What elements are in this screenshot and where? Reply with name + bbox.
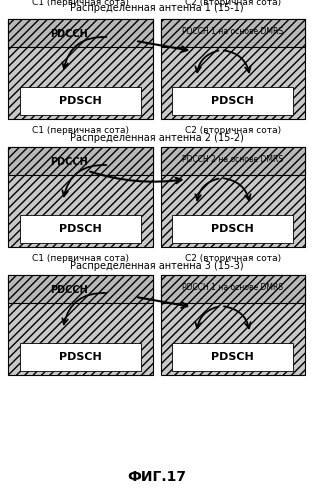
- Bar: [161, 275, 305, 375]
- Text: С2 (вторичная сота): С2 (вторичная сота): [185, 126, 281, 135]
- Bar: [172, 215, 294, 243]
- Bar: [172, 87, 294, 115]
- Text: PDSCH: PDSCH: [59, 96, 102, 106]
- Text: ФИГ.17: ФИГ.17: [127, 470, 186, 484]
- Bar: [19, 215, 141, 243]
- Text: С2 (вторичная сота): С2 (вторичная сота): [185, 0, 281, 7]
- Text: Распределенная антенна 2 (15-2): Распределенная антенна 2 (15-2): [69, 133, 244, 143]
- Bar: [161, 147, 305, 247]
- Bar: [8, 147, 152, 175]
- Text: PDSCH: PDSCH: [59, 352, 102, 362]
- Text: PDSCH: PDSCH: [211, 224, 254, 234]
- Bar: [19, 87, 141, 115]
- Text: С1 (первичная сота): С1 (первичная сота): [32, 0, 129, 7]
- Text: PDSCH: PDSCH: [211, 352, 254, 362]
- Text: PDCCH 1 на основе DMRS: PDCCH 1 на основе DMRS: [182, 27, 283, 36]
- Text: PDSCH: PDSCH: [211, 96, 254, 106]
- Text: PDCCH: PDCCH: [50, 284, 88, 294]
- Text: PDCCH 1 на основе DMRS: PDCCH 1 на основе DMRS: [182, 283, 283, 292]
- Text: Распределенная антенна 3 (15-3): Распределенная антенна 3 (15-3): [70, 261, 243, 271]
- Bar: [8, 19, 152, 119]
- Bar: [161, 19, 305, 47]
- Bar: [8, 19, 152, 47]
- Text: Распределенная антенна 1 (15-1): Распределенная антенна 1 (15-1): [70, 3, 243, 13]
- Bar: [172, 343, 294, 371]
- Bar: [8, 275, 152, 375]
- Text: С1 (первичная сота): С1 (первичная сота): [32, 126, 129, 135]
- Text: PDCCH 2 на основе DMRS: PDCCH 2 на основе DMRS: [182, 155, 283, 164]
- Bar: [161, 19, 305, 119]
- Bar: [8, 147, 152, 247]
- Text: PDSCH: PDSCH: [59, 224, 102, 234]
- Bar: [8, 275, 152, 303]
- Text: PDCCH: PDCCH: [50, 28, 88, 38]
- Bar: [19, 343, 141, 371]
- Bar: [161, 147, 305, 175]
- Text: С2 (вторичная сота): С2 (вторичная сота): [185, 254, 281, 263]
- Bar: [161, 275, 305, 303]
- Text: С1 (первичная сота): С1 (первичная сота): [32, 254, 129, 263]
- Text: PDCCH: PDCCH: [50, 157, 88, 167]
